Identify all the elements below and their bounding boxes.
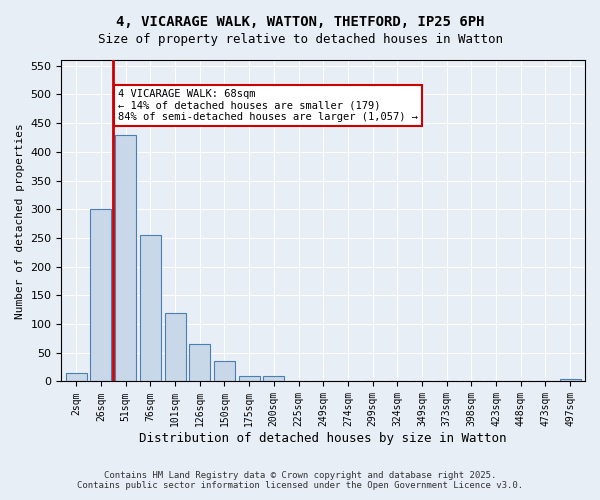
Y-axis label: Number of detached properties: Number of detached properties [15, 123, 25, 318]
Bar [140, 235, 161, 382]
Bar [189, 344, 210, 382]
Bar [115, 134, 136, 382]
Text: 4, VICARAGE WALK, WATTON, THETFORD, IP25 6PH: 4, VICARAGE WALK, WATTON, THETFORD, IP25… [116, 15, 484, 29]
Bar [214, 362, 235, 382]
Bar [560, 378, 581, 382]
Text: 4 VICARAGE WALK: 68sqm
← 14% of detached houses are smaller (179)
84% of semi-de: 4 VICARAGE WALK: 68sqm ← 14% of detached… [118, 88, 418, 122]
Bar [66, 373, 87, 382]
Bar [91, 210, 112, 382]
Text: Size of property relative to detached houses in Watton: Size of property relative to detached ho… [97, 32, 503, 46]
Text: Contains HM Land Registry data © Crown copyright and database right 2025.
Contai: Contains HM Land Registry data © Crown c… [77, 470, 523, 490]
Bar [239, 376, 260, 382]
Bar [164, 312, 185, 382]
Bar [263, 376, 284, 382]
X-axis label: Distribution of detached houses by size in Watton: Distribution of detached houses by size … [139, 432, 507, 445]
